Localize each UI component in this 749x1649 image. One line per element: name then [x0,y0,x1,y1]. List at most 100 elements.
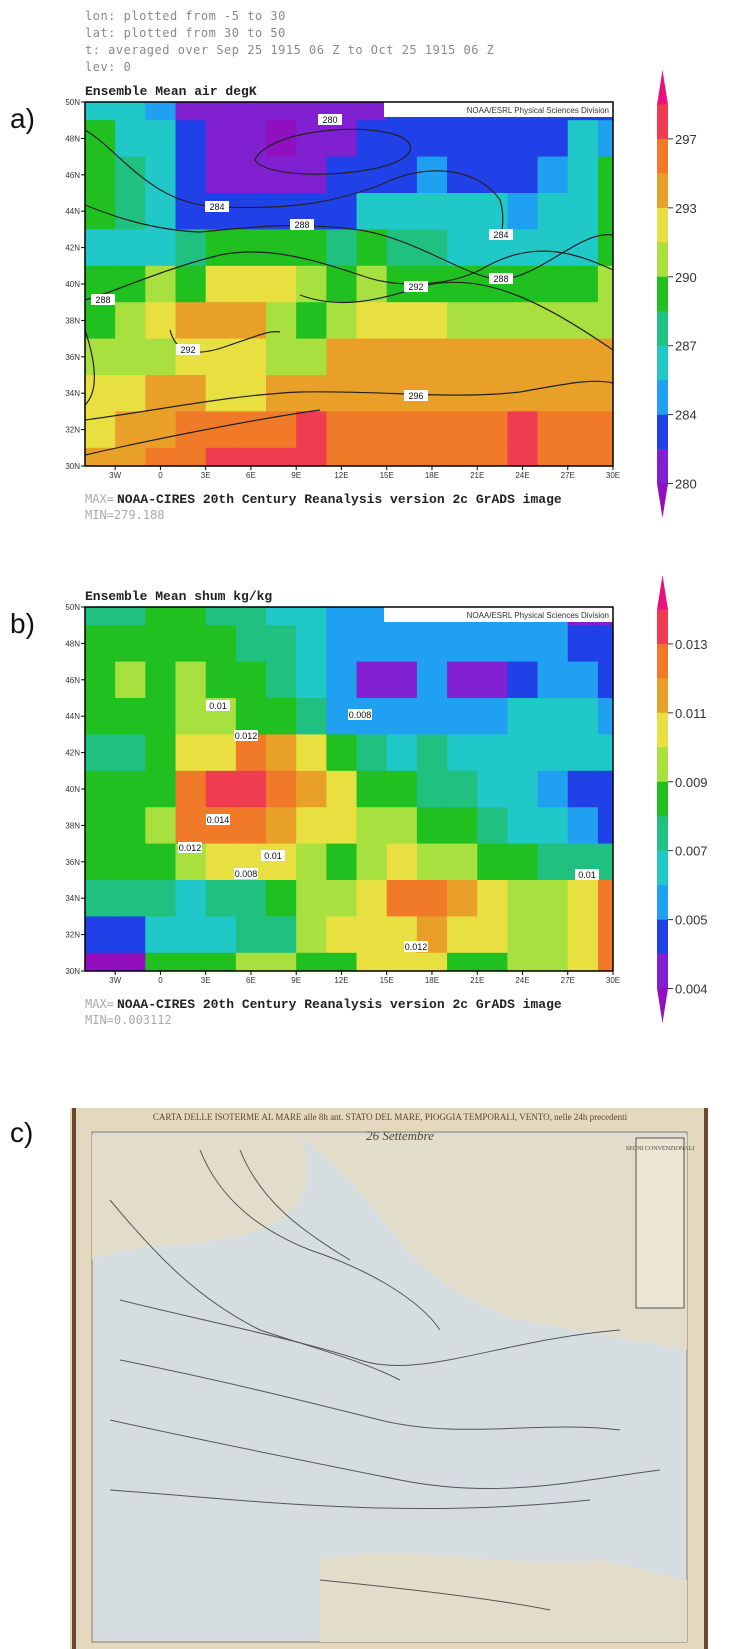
x-tick-label: 21E [470,976,484,985]
grid-cell [447,734,478,772]
contour-label: 0.01 [209,701,227,711]
grid-cell [447,880,478,917]
grid-cell [537,156,569,194]
x-tick-label: 24E [515,471,529,480]
grid-cell [447,229,478,267]
colorbar-segment [657,449,668,484]
grid-cell [115,807,146,845]
colorbar-segment [657,747,668,783]
grid-cell [356,120,388,158]
grid-cell [386,302,418,340]
grid-cell [597,375,613,412]
grid-cell [477,807,508,845]
scanned-map: SEGNI CONVENZIONALI CARTA DELLE ISOTERME… [70,1108,708,1649]
grid-cell [326,625,358,663]
grid-cell [205,661,237,699]
contour-label-bg [404,390,428,401]
grid-cell [296,375,327,412]
grid-cell [326,193,358,230]
grid-cell [597,447,613,466]
x-tick-label: 6E [246,471,256,480]
grid-cell [416,734,448,772]
grid-cell [175,265,207,303]
grid-cell [537,625,569,663]
grid-cell [416,661,448,699]
grid-cell [597,120,613,158]
colorbar-segment [657,104,668,140]
y-tick-label: 32N [65,931,80,940]
grid-cell [205,880,237,917]
grid-cell [597,952,613,971]
grid-cell [266,102,297,121]
grid-cell [416,120,448,158]
grid-cell [145,375,177,412]
grid-cell [447,411,478,449]
grid-cell [447,156,478,194]
grid-cell [85,302,116,340]
grid-cell [145,607,177,626]
grid-cell [477,156,508,194]
grid-cell [356,447,388,466]
grid-cell [477,661,508,699]
grid-cell [537,302,569,340]
grid-cell [235,447,267,466]
header-line: lev: 0 [85,60,131,74]
panel-label: b) [10,608,35,639]
grid-cell [477,120,508,158]
grid-cell [266,338,297,376]
contour-label: 292 [180,345,195,355]
grid-cell [537,843,569,881]
x-tick-label: 0 [158,471,163,480]
grid-cell [115,120,146,158]
colorbar-segment [657,242,668,278]
x-tick-label: 3W [109,471,121,480]
grid-cell [85,338,116,376]
grid-cell [175,193,207,230]
grid-cell [266,698,297,735]
grid-cell [235,229,267,267]
grid-cell [386,120,418,158]
contour-line [85,204,613,280]
grid-cell [567,229,599,267]
grid-cell [266,770,297,808]
y-tick-label: 36N [65,353,80,362]
grid-cell [85,375,116,412]
y-tick-label: 46N [65,171,80,180]
grid-cell [205,607,237,626]
grid-cell [447,338,478,376]
grid-cell [115,916,146,954]
grid-cell [326,843,358,881]
grid-cell [567,952,599,971]
grid-cell [205,625,237,663]
y-tick-label: 50N [65,98,80,107]
colorbar-segment [657,678,668,714]
x-tick-label: 3E [201,976,211,985]
contour-label: 284 [493,230,508,240]
x-tick-label: 12E [334,471,348,480]
grid-cell [205,916,237,954]
grid-cell [205,952,237,971]
contour-line [254,128,411,175]
grid-cell [537,375,569,412]
grid-cell [326,734,358,772]
grid-cell [386,880,418,917]
grid-cell [597,661,613,699]
grid-cell [85,156,116,194]
grid-cell [416,952,448,971]
legend-box [635,1137,685,1309]
grid-cell [386,338,418,376]
grid-cell [85,734,116,772]
contour-label: 280 [322,115,337,125]
colorbar-segment [657,643,668,679]
grid-cell [447,265,478,303]
grid-cell [507,807,539,845]
grid-cell [266,447,297,466]
colorbar-segment [657,414,668,450]
grid-cell [175,375,207,412]
x-tick-label: 18E [425,471,439,480]
grid-cell [175,661,207,699]
grid-cell [145,734,177,772]
grid-cell [235,770,267,808]
colorbar-label: 0.005 [675,913,708,928]
contour-label: 292 [408,282,423,292]
